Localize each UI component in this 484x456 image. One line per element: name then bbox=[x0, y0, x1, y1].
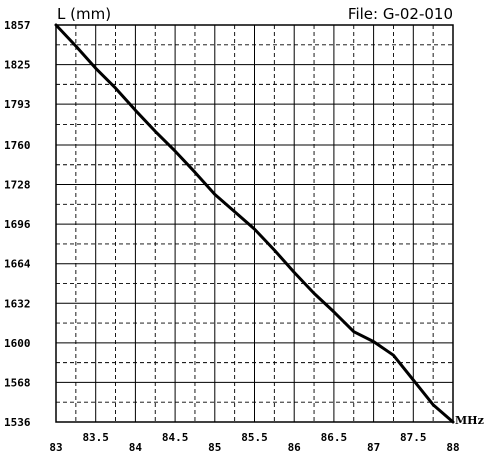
x-tick-label: 86.5 bbox=[321, 431, 348, 444]
x-tick-label: 85 bbox=[208, 441, 221, 454]
y-tick-label: 1825 bbox=[4, 59, 31, 72]
y-tick-label: 1793 bbox=[4, 98, 31, 111]
x-tick-label: 86 bbox=[288, 441, 302, 454]
y-tick-label: 1632 bbox=[4, 297, 31, 310]
y-tick-label: 1536 bbox=[4, 416, 31, 429]
x-tick-label: 88 bbox=[446, 441, 459, 454]
x-unit-label: MHz bbox=[455, 414, 484, 427]
x-tick-label: 84 bbox=[129, 441, 143, 454]
x-tick-label: 87.5 bbox=[400, 431, 427, 444]
file-label: File: G-02-010 bbox=[348, 5, 453, 23]
x-tick-label: 83 bbox=[49, 441, 62, 454]
grid bbox=[56, 25, 453, 422]
plot-frame bbox=[55, 24, 454, 423]
y-tick-label: 1664 bbox=[4, 258, 31, 271]
y-tick-label: 1857 bbox=[4, 19, 31, 32]
x-tick-labels: 83 84 85 86 87 88 83.5 84.5 85.5 86.5 87.5 bbox=[49, 431, 459, 454]
y-tick-label: 1760 bbox=[4, 139, 31, 152]
y-tick-label: 1696 bbox=[4, 218, 31, 231]
y-tick-label: 1728 bbox=[4, 179, 31, 192]
series-line bbox=[54, 23, 455, 424]
x-tick-label: 85.5 bbox=[241, 431, 268, 444]
x-tick-label: 87 bbox=[367, 441, 380, 454]
x-tick-label: 83.5 bbox=[82, 431, 109, 444]
y-tick-label: 1568 bbox=[4, 376, 31, 389]
y-tick-label: 1600 bbox=[4, 337, 31, 350]
y-axis-label: L (mm) bbox=[57, 5, 111, 23]
y-tick-labels: 1857 1825 1793 1760 1728 1696 1664 1632 1600 1568… bbox=[4, 19, 31, 429]
x-tick-label: 84.5 bbox=[162, 431, 189, 444]
